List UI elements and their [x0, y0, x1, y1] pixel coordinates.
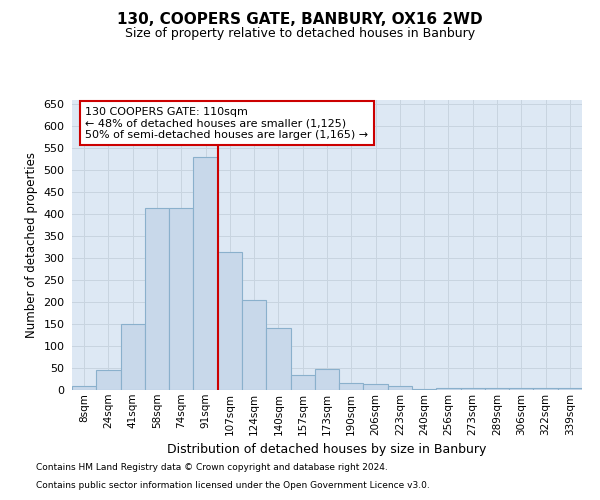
Bar [509, 388, 533, 390]
Bar [315, 369, 339, 390]
Y-axis label: Number of detached properties: Number of detached properties [25, 152, 38, 338]
Text: 130, COOPERS GATE, BANBURY, OX16 2WD: 130, COOPERS GATE, BANBURY, OX16 2WD [117, 12, 483, 28]
Bar [558, 388, 582, 390]
Bar [266, 328, 290, 390]
Text: Size of property relative to detached houses in Banbury: Size of property relative to detached ho… [125, 28, 475, 40]
Bar [412, 388, 436, 390]
Bar [121, 324, 145, 390]
Bar [193, 157, 218, 390]
Bar [72, 386, 96, 390]
Bar [485, 388, 509, 390]
Bar [388, 386, 412, 390]
Bar [96, 370, 121, 390]
Bar [436, 388, 461, 390]
Bar [339, 384, 364, 390]
Bar [290, 374, 315, 390]
Bar [169, 208, 193, 390]
Bar [533, 388, 558, 390]
Bar [461, 388, 485, 390]
Bar [145, 208, 169, 390]
Bar [218, 252, 242, 390]
Text: Contains HM Land Registry data © Crown copyright and database right 2024.: Contains HM Land Registry data © Crown c… [36, 464, 388, 472]
Bar [242, 300, 266, 390]
Text: 130 COOPERS GATE: 110sqm
← 48% of detached houses are smaller (1,125)
50% of sem: 130 COOPERS GATE: 110sqm ← 48% of detach… [85, 106, 368, 140]
Text: Contains public sector information licensed under the Open Government Licence v3: Contains public sector information licen… [36, 481, 430, 490]
Bar [364, 384, 388, 390]
X-axis label: Distribution of detached houses by size in Banbury: Distribution of detached houses by size … [167, 443, 487, 456]
